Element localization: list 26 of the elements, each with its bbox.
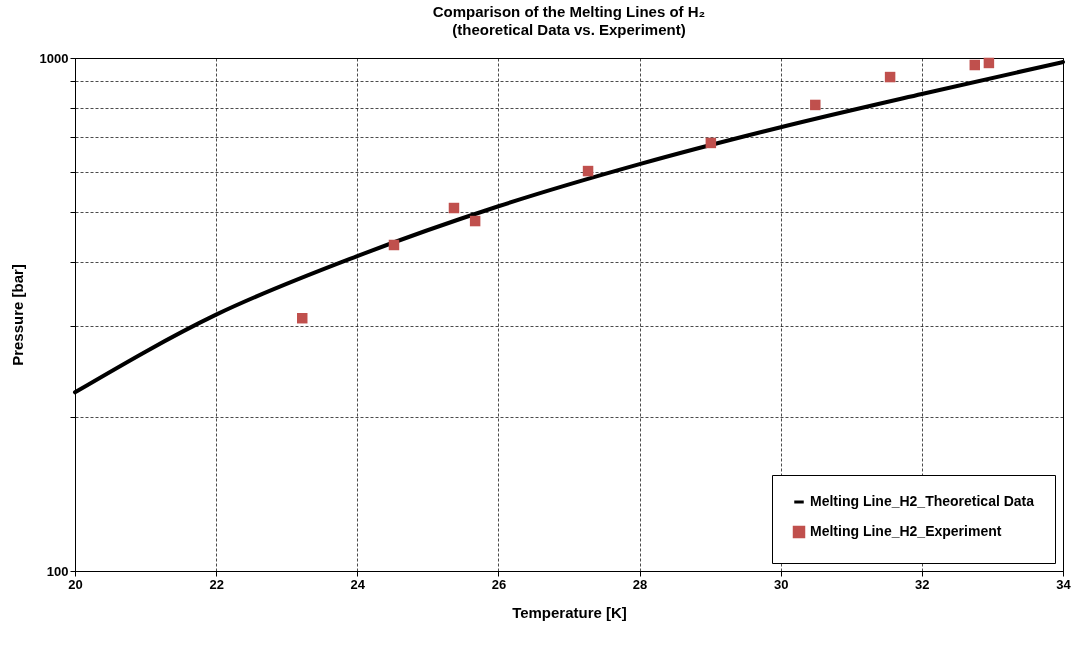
x-tick-label: 26	[491, 576, 507, 592]
x-tick-label: 32	[915, 576, 930, 592]
point	[469, 215, 481, 227]
x-tick-label: 34	[1056, 576, 1072, 592]
point	[969, 59, 981, 71]
legend-label: Melting Line_H2_Experiment	[810, 523, 1002, 539]
y-tick-label: 1000	[39, 50, 69, 66]
x-tick-label: 24	[350, 576, 366, 592]
point	[705, 137, 717, 149]
chart-title: Comparison of the Melting Lines of H₂	[432, 3, 706, 20]
point	[297, 312, 308, 324]
y-axis-title: Pressure [bar]	[8, 264, 26, 366]
x-tick-label: 28	[632, 576, 648, 592]
y-tick-label: 100	[46, 563, 69, 579]
point	[983, 57, 995, 69]
point	[448, 202, 460, 214]
point	[582, 165, 594, 177]
x-tick-label: 30	[773, 576, 789, 592]
point	[810, 99, 821, 111]
chart-subtitle: (theoretical Data vs. Experiment)	[452, 21, 686, 38]
legend-label: Melting Line_H2_Theoretical Data	[810, 493, 1035, 509]
point	[884, 71, 896, 83]
point	[388, 239, 400, 251]
x-tick-label: 22	[209, 576, 224, 592]
x-axis-title: Temperature [K]	[512, 603, 627, 621]
x-tick-label: 20	[68, 576, 83, 592]
